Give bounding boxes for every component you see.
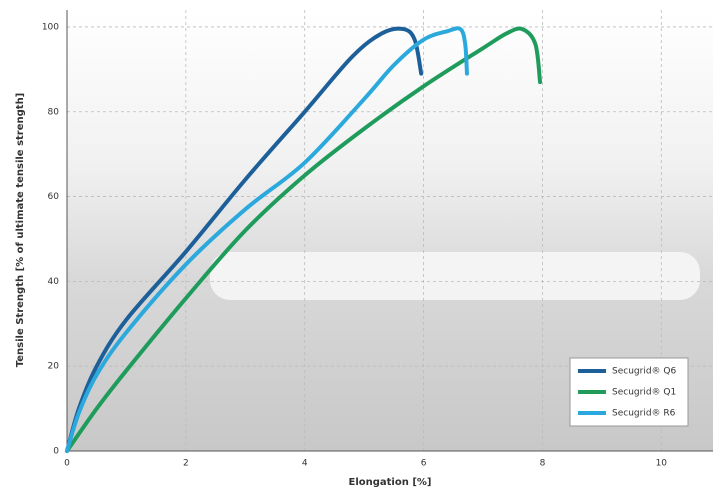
x-tick-label: 8	[540, 459, 546, 469]
x-tick-label: 0	[64, 459, 70, 469]
legend-label: Secugrid® Q6	[612, 367, 676, 377]
chart: Elongation [%] Tensile Strength [% of ul…	[0, 0, 723, 495]
background-roll	[210, 252, 700, 300]
y-tick-label: 0	[53, 447, 59, 457]
x-tick-label: 2	[183, 459, 189, 469]
legend-label: Secugrid® Q1	[612, 388, 676, 398]
x-tick-label: 6	[421, 459, 427, 469]
x-tick-label: 4	[302, 459, 308, 469]
y-tick-label: 100	[42, 22, 59, 32]
x-axis-title: Elongation [%]	[349, 477, 432, 488]
y-tick-label: 20	[48, 362, 60, 372]
x-tick-label: 10	[656, 459, 668, 469]
y-tick-label: 60	[48, 192, 60, 202]
y-tick-label: 80	[48, 107, 60, 117]
y-tick-label: 40	[48, 277, 60, 287]
legend-label: Secugrid® R6	[612, 409, 676, 419]
y-axis-title: Tensile Strength [% of ultimate tensile …	[15, 93, 26, 368]
